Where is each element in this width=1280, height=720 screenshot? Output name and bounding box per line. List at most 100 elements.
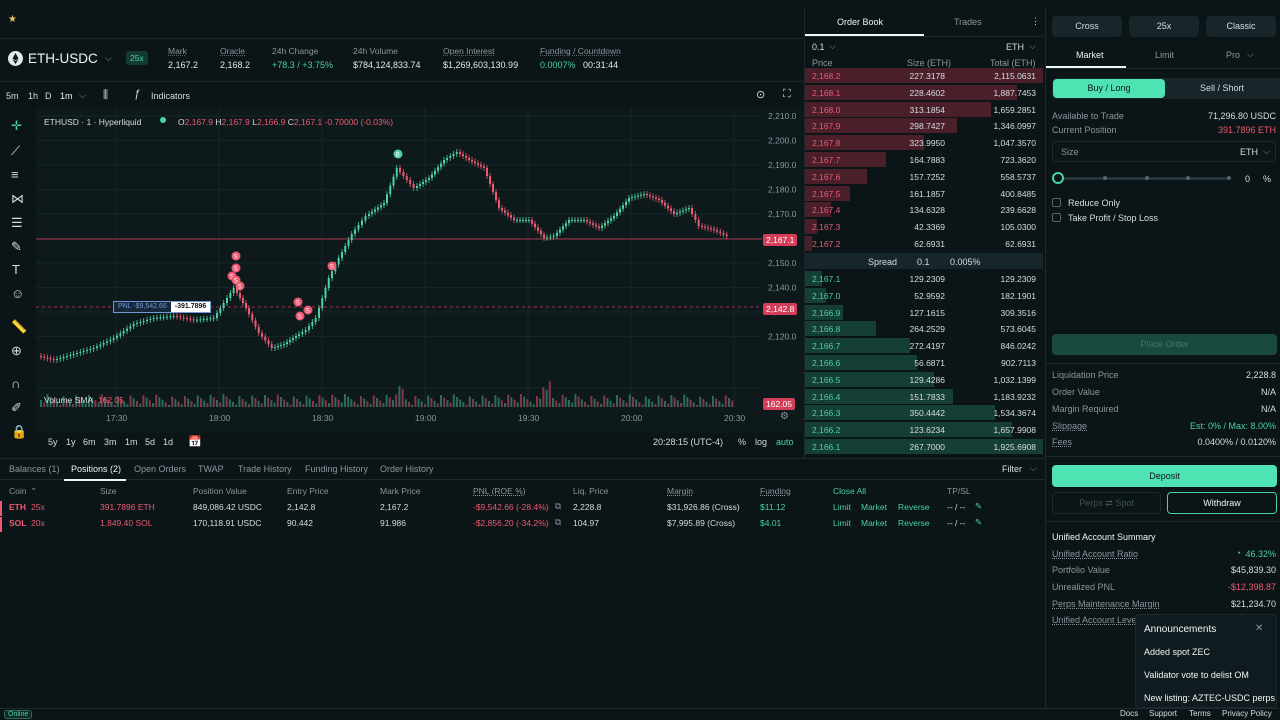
unit-select[interactable]: ETH: [1006, 42, 1024, 52]
percent-toggle[interactable]: %: [738, 437, 747, 447]
market-close-button[interactable]: Market: [861, 502, 887, 512]
lock-icon[interactable]: 🔒: [11, 424, 28, 439]
horizontal-lines-icon[interactable]: ≡: [11, 167, 19, 182]
ask-row[interactable]: 2,168.2 227.3178 2,115.0631: [805, 67, 1043, 84]
crosshair-icon[interactable]: ✛: [11, 118, 22, 133]
tab-trade-history[interactable]: Trade History: [238, 464, 292, 474]
bid-row[interactable]: 2,167.0 52.9592 182.1901: [805, 287, 1043, 304]
reduce-only-checkbox[interactable]: [1052, 198, 1061, 207]
announcement-item[interactable]: Validator vote to delist OM: [1144, 670, 1249, 680]
header-coin[interactable]: Coin: [9, 486, 27, 496]
coin-sol[interactable]: SOL: [9, 518, 27, 528]
edit-icon[interactable]: ✎: [975, 501, 983, 511]
tab-twap[interactable]: TWAP: [198, 464, 224, 474]
chart-canvas[interactable]: 2,210.02,200.02,190.02,180.02,170.02,160…: [36, 108, 803, 433]
chevron-down-icon[interactable]: ⌵: [105, 53, 112, 63]
ask-row[interactable]: 2,168.1 228.4602 1,887.7453: [805, 84, 1043, 101]
range-5d[interactable]: 5d: [145, 437, 156, 447]
tab-positions[interactable]: Positions (2): [71, 464, 122, 474]
ask-row[interactable]: 2,167.7 164.7883 723.3620: [805, 151, 1043, 168]
market-close-button[interactable]: Market: [861, 518, 887, 528]
bid-row[interactable]: 2,166.7 272.4197 846.0242: [805, 337, 1043, 354]
lock-drawing-icon[interactable]: ✐: [11, 400, 22, 415]
edit-icon[interactable]: ✎: [975, 517, 983, 527]
close-all-button[interactable]: Close All: [833, 486, 867, 496]
reverse-button[interactable]: Reverse: [898, 518, 930, 528]
size-unit-chevron-icon[interactable]: ⌵: [1263, 146, 1270, 156]
buy-long-button[interactable]: Buy / Long: [1053, 79, 1165, 98]
order-type-pro[interactable]: Pro: [1226, 50, 1241, 60]
bid-row[interactable]: 2,166.9 127.1615 309.3516: [805, 304, 1043, 321]
announcement-item[interactable]: New listing: AZTEC-USDC perps: [1144, 693, 1276, 703]
docs-link[interactable]: Docs: [1120, 709, 1139, 718]
fullscreen-icon[interactable]: ⛶: [783, 88, 791, 100]
ask-row[interactable]: 2,167.3 42.3369 105.0300: [805, 218, 1043, 235]
tick-size-select[interactable]: 0.1: [812, 42, 825, 52]
bid-row[interactable]: 2,166.5 129.4286 1,032.1399: [805, 371, 1043, 388]
classic-mode-button[interactable]: Classic: [1206, 16, 1276, 37]
pattern-icon[interactable]: ⋈: [11, 191, 24, 206]
range-1y[interactable]: 1y: [66, 437, 76, 447]
support-link[interactable]: Support: [1149, 709, 1178, 718]
close-icon[interactable]: ✕: [1255, 623, 1264, 634]
size-slider-track[interactable]: [1058, 177, 1229, 180]
tab-balances[interactable]: Balances (1): [9, 464, 60, 474]
auto-toggle[interactable]: auto: [776, 437, 794, 447]
reverse-button[interactable]: Reverse: [898, 502, 930, 512]
log-toggle[interactable]: log: [755, 437, 768, 447]
leverage-button[interactable]: 25x: [1129, 16, 1199, 37]
candles-icon[interactable]: ⫼: [103, 89, 109, 101]
ask-row[interactable]: 2,167.9 298.7427 1,346.0997: [805, 117, 1043, 134]
coin-eth[interactable]: ETH: [9, 502, 26, 512]
indicators-button[interactable]: Indicators: [151, 91, 191, 101]
bid-row[interactable]: 2,166.2 123.6234 1,657.9908: [805, 421, 1043, 438]
privacy-link[interactable]: Privacy Policy: [1222, 709, 1272, 718]
interval-5m[interactable]: 5m: [6, 91, 19, 101]
pro-chevron-icon[interactable]: ⌵: [1247, 49, 1254, 59]
brush-icon[interactable]: ✎: [11, 239, 22, 254]
ask-row[interactable]: 2,167.2 62.6931 62.6931: [805, 235, 1043, 252]
fib-icon[interactable]: ☰: [11, 215, 23, 230]
calendar-icon[interactable]: 📅: [188, 436, 202, 448]
tick-chevron-icon[interactable]: ⌵: [829, 41, 836, 51]
unit-chevron-icon[interactable]: ⌵: [1029, 41, 1036, 51]
ask-row[interactable]: 2,167.6 157.7252 558.5737: [805, 168, 1043, 185]
order-type-market[interactable]: Market: [1076, 50, 1104, 60]
tpsl-label[interactable]: Take Profit / Stop Loss: [1068, 213, 1159, 223]
limit-close-button[interactable]: Limit: [833, 502, 851, 512]
tab-order-book[interactable]: Order Book: [837, 17, 884, 27]
range-6m[interactable]: 6m: [83, 437, 96, 447]
bid-row[interactable]: 2,166.3 350.4442 1,534.3674: [805, 404, 1043, 421]
indicators-icon[interactable]: ƒ: [134, 88, 141, 100]
order-type-limit[interactable]: Limit: [1155, 50, 1175, 60]
range-1d[interactable]: 1d: [163, 437, 174, 447]
interval-1h[interactable]: 1h: [28, 91, 39, 101]
range-5y[interactable]: 5y: [48, 437, 58, 447]
more-icon[interactable]: ⋮: [1031, 16, 1040, 26]
perps-spot-button[interactable]: Perps ⇄ Spot: [1052, 492, 1161, 514]
interval-1m[interactable]: 1m: [60, 91, 73, 101]
price-chart[interactable]: 2,210.02,200.02,190.02,180.02,170.02,160…: [36, 108, 803, 433]
size-input[interactable]: Size ETH ⌵: [1052, 141, 1276, 162]
interval-dropdown-icon[interactable]: ⌵: [79, 90, 86, 100]
size-unit-select[interactable]: ETH: [1240, 147, 1258, 157]
share-icon[interactable]: ⧉: [555, 501, 562, 511]
interval-d[interactable]: D: [45, 91, 52, 101]
favorite-star-icon[interactable]: ★: [8, 14, 17, 25]
chart-settings-icon[interactable]: ⚙: [780, 411, 789, 422]
share-icon[interactable]: ⧉: [555, 517, 562, 527]
pnl-position-label[interactable]: PNL -$9,542.66 -391.7896: [113, 301, 212, 313]
tpsl-checkbox[interactable]: [1052, 213, 1061, 222]
deposit-button[interactable]: Deposit: [1052, 465, 1277, 487]
place-order-button[interactable]: Place Order: [1052, 334, 1277, 355]
zoom-in-icon[interactable]: ⊕: [11, 343, 22, 358]
emoji-icon[interactable]: ☺: [11, 286, 25, 301]
tab-funding-history[interactable]: Funding History: [305, 464, 369, 474]
bid-row[interactable]: 2,166.6 56.6871 902.7113: [805, 354, 1043, 371]
filter-button[interactable]: Filter: [1002, 464, 1022, 474]
magnet-icon[interactable]: ∩: [11, 376, 21, 391]
range-1m[interactable]: 1m: [125, 437, 138, 447]
ask-row[interactable]: 2,167.5 161.1857 400.8485: [805, 185, 1043, 202]
ask-row[interactable]: 2,167.8 323.9950 1,047.3570: [805, 134, 1043, 151]
sell-short-button[interactable]: Sell / Short: [1199, 83, 1245, 93]
